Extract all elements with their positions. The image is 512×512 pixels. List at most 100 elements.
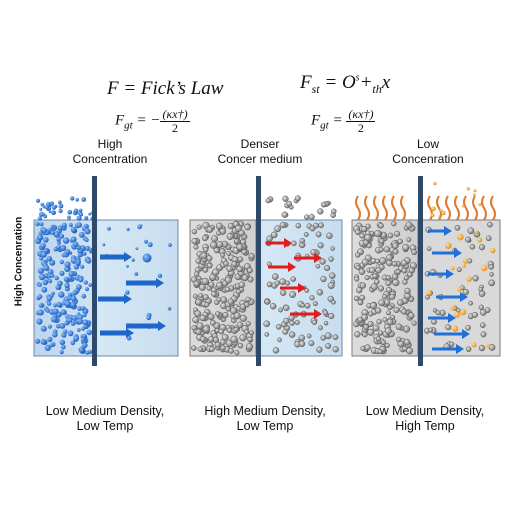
panel-3-title: Low Concenration — [368, 137, 488, 167]
grey-particle — [392, 242, 399, 250]
grey-particle — [199, 314, 207, 322]
grey-particle — [397, 299, 404, 306]
panel-2-arrows — [266, 238, 322, 319]
grey-particle — [304, 214, 310, 220]
blue-particle — [37, 282, 42, 287]
hot-particle — [454, 311, 460, 318]
blue-particle — [40, 243, 46, 249]
blue-particle — [85, 287, 89, 292]
fgt-right-eq: = — [328, 112, 347, 129]
blue-particle — [58, 208, 63, 214]
grey-particle — [200, 336, 206, 343]
panel-1-left-particles — [35, 196, 95, 355]
grey-particle — [220, 296, 228, 304]
blue-particle — [84, 216, 89, 221]
grey-particle — [298, 340, 306, 348]
grey-particle — [387, 232, 394, 239]
grey-particle — [191, 325, 197, 331]
blue-particle — [39, 222, 44, 227]
blue-particle — [107, 226, 111, 231]
fst-plus: + — [359, 72, 373, 93]
grey-particle — [326, 232, 333, 240]
grey-particle — [281, 211, 288, 218]
panel-3-right-particles — [424, 181, 496, 352]
diffusion-arrow — [100, 328, 134, 338]
grey-particle — [226, 233, 234, 240]
ficks-law-text: F = Fick’s Law — [107, 78, 224, 99]
hot-particle — [472, 193, 476, 197]
blue-particle — [36, 198, 40, 203]
fgt-right-equation: Fgt = (κx†) 2 — [311, 108, 376, 134]
grey-particle — [374, 258, 380, 264]
grey-particle — [282, 328, 289, 335]
blue-particle — [53, 303, 57, 308]
blue-particle — [47, 269, 54, 275]
blue-particle — [64, 261, 71, 268]
panel-3-heat-waves — [355, 195, 496, 221]
heat-wave-icon — [454, 195, 460, 221]
hot-particle — [441, 211, 446, 216]
blue-particle — [82, 333, 87, 339]
grey-particle — [312, 301, 318, 307]
blue-particle — [89, 247, 93, 252]
grey-particle — [226, 327, 233, 334]
blue-particle — [70, 226, 77, 233]
grey-particle — [384, 299, 391, 306]
grey-particle — [191, 345, 197, 351]
grey-particle — [368, 311, 374, 317]
grey-particle — [375, 267, 382, 274]
hot-particle — [466, 276, 472, 282]
blue-particle — [82, 312, 87, 318]
grey-particle — [236, 321, 244, 329]
fst-sub: st — [311, 81, 320, 96]
diffusion-arrow — [100, 252, 132, 262]
grey-particle — [239, 334, 247, 342]
grey-particle — [395, 323, 403, 331]
grey-particle — [315, 231, 322, 238]
grey-particle — [238, 281, 246, 289]
grey-particle — [295, 222, 302, 229]
grey-particle — [379, 257, 387, 265]
grey-particle — [266, 235, 273, 242]
blue-particle — [60, 344, 66, 350]
blue-particle — [41, 286, 48, 293]
blue-particle — [58, 200, 62, 204]
grey-particle — [291, 240, 297, 247]
blue-particle — [58, 205, 62, 209]
blue-particle — [82, 319, 89, 326]
blue-particle — [70, 295, 77, 302]
panel-3-left-particles — [352, 221, 418, 355]
grey-particle — [191, 238, 198, 245]
blue-particle — [70, 321, 76, 326]
grey-particle — [324, 264, 331, 272]
blue-particle — [50, 273, 55, 278]
hot-particle — [457, 287, 462, 292]
grey-particle — [192, 316, 200, 324]
panel-3-arrows — [428, 226, 470, 354]
grey-particle — [478, 244, 486, 251]
blue-particle — [82, 251, 87, 256]
panel-3-caption: Low Medium Density, High Temp — [340, 404, 510, 434]
hot-particle — [477, 237, 483, 243]
grey-particle — [274, 280, 280, 286]
hot-particle — [439, 208, 443, 212]
hot-particle — [459, 308, 467, 316]
blue-particle — [48, 279, 53, 284]
hot-particle — [474, 230, 479, 235]
hot-particle — [490, 247, 496, 254]
panel-2-right-particles — [263, 195, 339, 354]
blue-particle — [67, 217, 71, 221]
grey-particle — [485, 235, 492, 242]
grey-particle — [294, 319, 300, 325]
grey-particle — [226, 251, 232, 256]
grey-particle — [241, 274, 249, 282]
panel-2-left-particles — [190, 220, 255, 356]
hot-particle — [450, 305, 456, 311]
diffusion-arrow — [428, 226, 452, 236]
grey-particle — [356, 287, 363, 294]
panel-3-title-line1: Low — [416, 137, 439, 151]
grey-particle — [196, 322, 204, 330]
grey-particle — [306, 333, 312, 339]
grey-particle — [406, 237, 412, 243]
grey-particle — [315, 263, 321, 269]
